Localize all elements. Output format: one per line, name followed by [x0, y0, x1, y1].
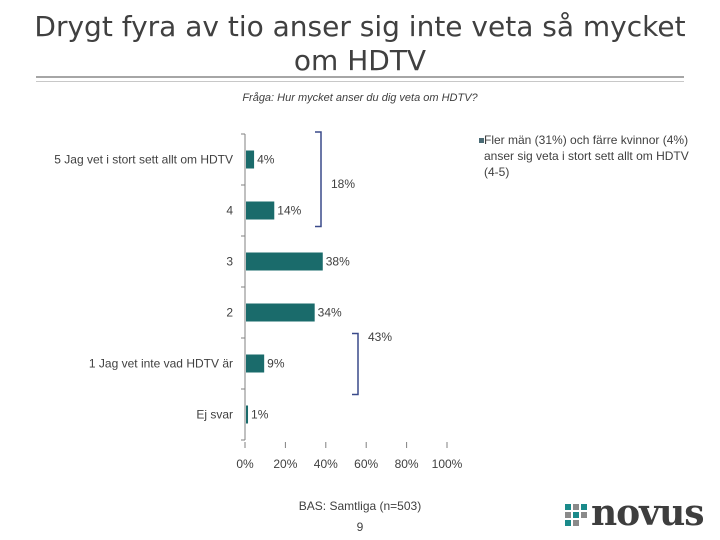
- x-tick-label: 40%: [314, 457, 338, 471]
- bar: [246, 354, 265, 373]
- bar: [246, 303, 315, 322]
- category-label: 5 Jag vet i stort sett allt om HDTV: [54, 153, 233, 167]
- category-label: 2: [226, 306, 233, 320]
- bar-value-label: 34%: [318, 306, 342, 320]
- bar-value-label: 9%: [267, 357, 285, 371]
- bar: [246, 252, 323, 271]
- logo-square-2: [573, 504, 579, 510]
- summary-bracket: [315, 131, 322, 228]
- logo-square-3: [581, 504, 587, 510]
- title-divider: [36, 76, 684, 78]
- bar: [246, 150, 255, 169]
- logo-square-4: [565, 512, 571, 518]
- bar-value-label: 1%: [251, 408, 269, 422]
- logo-square-5: [573, 512, 579, 518]
- category-label: 4: [226, 204, 233, 218]
- bar-value-label: 14%: [277, 204, 301, 218]
- x-tick-label: 80%: [395, 457, 419, 471]
- page-title: Drygt fyra av tio anser sig inte veta så…: [34, 10, 686, 77]
- x-tick-label: 100%: [432, 457, 463, 471]
- category-label: 3: [226, 255, 233, 269]
- bar: [246, 405, 249, 424]
- bracket-label: 18%: [331, 177, 355, 191]
- x-tick-label: 60%: [354, 457, 378, 471]
- bar: [246, 201, 275, 220]
- category-label: 1 Jag vet inte vad HDTV är: [89, 357, 233, 371]
- survey-question: Fråga: Hur mycket anser du dig veta om H…: [242, 92, 478, 104]
- note-text: Fler män (31%) och färre kvinnor (4%) an…: [484, 133, 689, 179]
- page-number: 9: [356, 520, 364, 534]
- logo-square-6: [581, 512, 587, 518]
- novus-logo: novus: [565, 492, 715, 534]
- x-tick-label: 20%: [273, 457, 297, 471]
- x-tick-label: 0%: [236, 457, 254, 471]
- logo-square-8: [573, 520, 579, 526]
- logo-square-1: [565, 504, 571, 510]
- logo-wordmark: novus: [591, 492, 705, 534]
- bar-value-label: 38%: [326, 255, 350, 269]
- summary-bracket: [352, 332, 359, 396]
- base-label: BAS: Samtliga (n=503): [298, 499, 422, 513]
- note-bullet-icon: [479, 138, 484, 143]
- title-divider-thin: [36, 81, 684, 82]
- logo-square-7: [565, 520, 571, 526]
- bar-value-label: 4%: [257, 153, 275, 167]
- bracket-label: 43%: [368, 330, 392, 344]
- category-label: Ej svar: [196, 408, 233, 422]
